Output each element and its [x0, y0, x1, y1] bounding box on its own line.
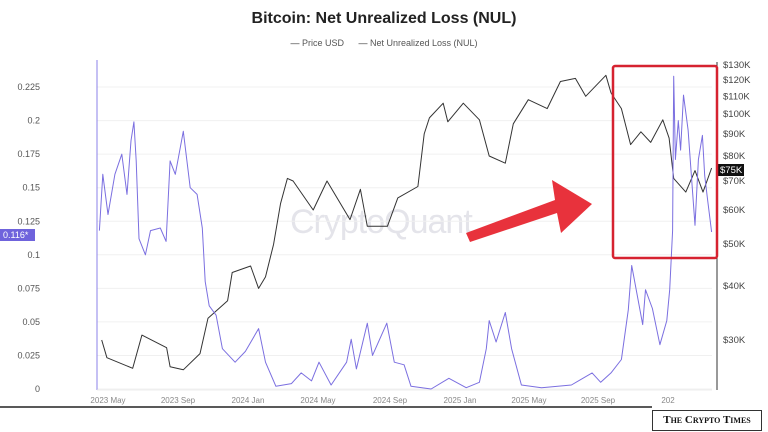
x-tick-label: 2023 May: [90, 396, 125, 405]
left-tick-label: 0.125: [17, 216, 40, 226]
left-tick-label: 0.05: [22, 317, 40, 327]
nul-current-value-label: 0.116*: [3, 230, 29, 240]
legend: — Price USD — Net Unrealized Loss (NUL): [0, 38, 768, 48]
x-tick-label: 2024 Jan: [232, 396, 265, 405]
logo-the-crypto-times: The Crypto Times: [652, 410, 762, 431]
right-tick-label: $80K: [723, 151, 746, 162]
left-tick-label: 0.2: [27, 116, 40, 126]
highlight-box: [611, 64, 719, 260]
annotation-arrow: [466, 180, 592, 242]
legend-label-nul: Net Unrealized Loss (NUL): [370, 38, 478, 48]
right-tick-label: $120K: [723, 75, 751, 86]
legend-label-price: Price USD: [301, 38, 344, 48]
right-tick-label: $100K: [723, 109, 751, 120]
watermark: CryptoQuant: [290, 203, 473, 241]
left-tick-label: 0: [35, 384, 40, 394]
right-tick-label: $90K: [723, 129, 746, 140]
legend-item-price[interactable]: — Price USD: [290, 38, 344, 48]
left-tick-label: 0.175: [17, 149, 40, 159]
price-current-value-label: $75K: [720, 165, 743, 176]
x-tick-label: 2025 May: [511, 396, 546, 405]
x-tick-label: 2025 Jan: [444, 396, 477, 405]
right-tick-label: $130K: [723, 60, 751, 71]
x-tick-label: 2024 Sep: [373, 396, 408, 405]
right-tick-label: $30K: [723, 335, 746, 346]
right-tick-label: $110K: [723, 91, 750, 102]
left-tick-label: 0.15: [22, 183, 40, 193]
nul-current-value-badge: [0, 229, 35, 241]
right-tick-label: $60K: [723, 205, 746, 216]
price-series-line: [101, 74, 713, 371]
x-tick-label: 2024 May: [300, 396, 335, 405]
chart-title: Bitcoin: Net Unrealized Loss (NUL): [251, 10, 517, 27]
left-tick-label: 0.225: [17, 82, 40, 92]
left-tick-label: 0.025: [17, 350, 40, 360]
right-tick-label: $70K: [723, 176, 746, 187]
right-tick-label: $50K: [723, 239, 746, 250]
left-tick-label: 0.1: [27, 250, 40, 260]
legend-item-nul[interactable]: — Net Unrealized Loss (NUL): [358, 38, 478, 48]
x-tick-label: 2025 Sep: [581, 396, 616, 405]
x-tick-label: 202: [661, 396, 675, 405]
price-current-value-badge: [718, 164, 744, 176]
x-tick-label: 2023 Sep: [161, 396, 196, 405]
left-tick-label: 0.075: [17, 283, 40, 293]
nul-series-line: [98, 75, 713, 390]
right-tick-label: $40K: [723, 281, 746, 292]
